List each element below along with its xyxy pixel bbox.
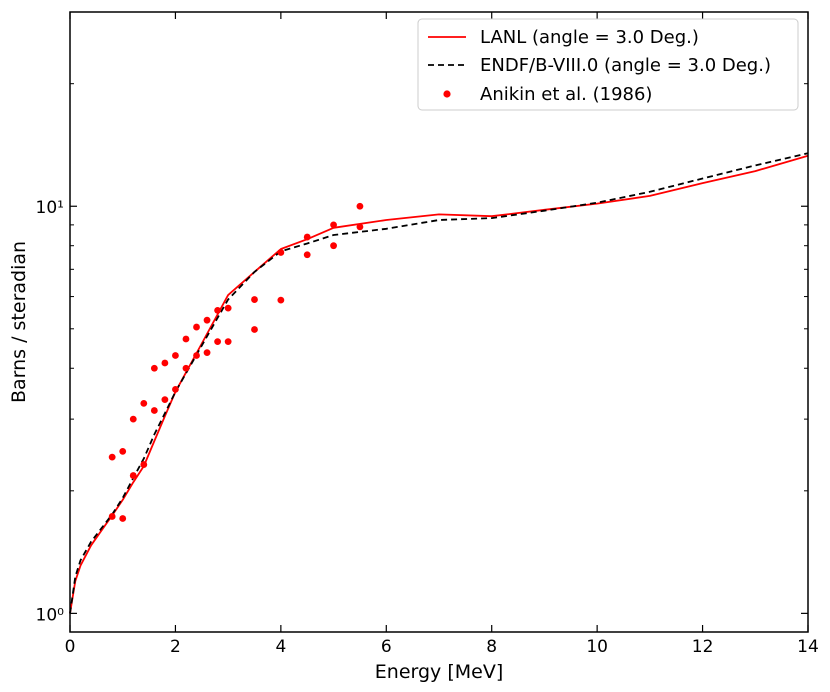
anikin-data-point	[150, 407, 158, 414]
anikin-data-point	[330, 242, 337, 250]
anikin-data-point	[150, 364, 158, 372]
anikin-data-point	[172, 352, 179, 359]
x-axis-label: Energy [MeV]	[375, 661, 503, 683]
anikin-data-point	[214, 338, 222, 346]
anikin-data-point	[277, 296, 285, 304]
anikin-data-point	[330, 221, 337, 229]
y-tick-label: 10¹	[36, 198, 64, 218]
x-tick-label: 4	[275, 637, 286, 657]
endf-series-line	[69, 152, 809, 614]
x-tick-label: 10	[586, 637, 608, 657]
x-tick-label: 0	[65, 637, 76, 657]
anikin-data-point	[140, 461, 148, 468]
legend-endf-label: ENDF/B-VIII.0 (angle = 3.0 Deg.)	[480, 55, 771, 76]
anikin-data-point	[251, 296, 258, 303]
x-tick-label: 6	[381, 637, 392, 657]
anikin-data-point	[303, 233, 311, 241]
anikin-data-point	[119, 515, 127, 522]
anikin-data-point	[140, 399, 148, 407]
anikin-data-point	[119, 447, 127, 455]
anikin-data-point	[172, 385, 179, 393]
x-tick-label: 2	[170, 637, 181, 657]
anikin-data-point	[203, 349, 211, 357]
legend-lanl-label: LANL (angle = 3.0 Deg.)	[480, 27, 699, 48]
anikin-data-point	[356, 202, 364, 210]
plot-frame	[69, 11, 809, 633]
x-tick-label: 14	[797, 637, 819, 657]
y-axis-label: Barns / steradian	[8, 241, 30, 403]
anikin-data-point	[129, 472, 137, 479]
anikin-data-point	[161, 359, 169, 367]
anikin-data-point	[182, 364, 190, 372]
anikin-data-point	[108, 513, 116, 520]
series-layer	[69, 152, 809, 614]
x-tick-label: 12	[692, 637, 714, 657]
anikin-data-point	[303, 251, 311, 259]
legend: LANL (angle = 3.0 Deg.) ENDF/B-VIII.0 (a…	[417, 18, 799, 111]
anikin-data-point	[203, 316, 211, 324]
tick-labels-layer: 0 2 4 6 8 10 12 14 10⁰ 10¹	[36, 198, 819, 657]
legend-frame	[417, 18, 799, 111]
x-tick-label: 8	[486, 637, 497, 657]
anikin-data-point	[108, 453, 116, 461]
anikin-data-point	[356, 223, 364, 231]
anikin-data-point	[251, 326, 258, 333]
legend-anikin-label: Anikin et al. (1986)	[480, 84, 652, 105]
y-tick-label: 10⁰	[36, 605, 65, 625]
legend-anikin-marker	[443, 90, 451, 98]
lanl-series-line	[69, 154, 809, 614]
plot-background	[70, 12, 808, 632]
anikin-data-point	[129, 415, 137, 423]
anikin-data-point	[161, 396, 169, 404]
anikin-data-point	[193, 323, 200, 331]
anikin-data-point	[182, 335, 190, 343]
anikin-data-point	[224, 338, 232, 346]
anikin-data-point	[193, 352, 200, 359]
anikin-data-point	[224, 304, 232, 312]
anikin-data-point	[277, 249, 285, 256]
anikin-data-point	[214, 306, 222, 314]
